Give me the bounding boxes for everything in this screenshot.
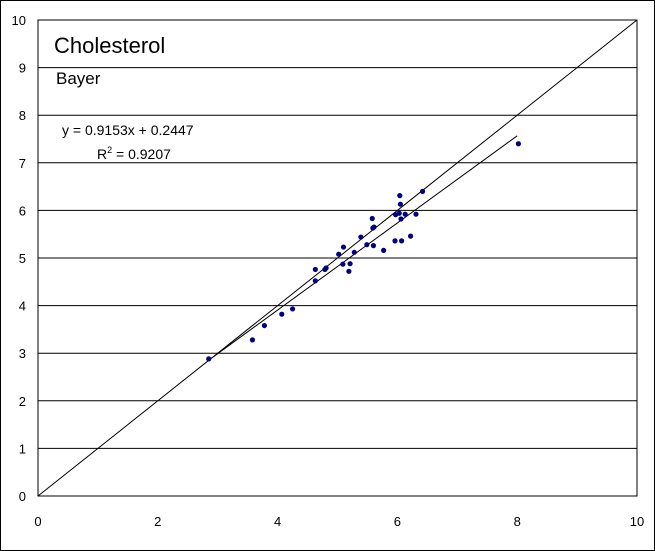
x-tick-label: 0 [34,514,41,529]
data-point [397,193,403,199]
data-point [261,322,268,329]
data-point [392,238,398,244]
data-point [351,249,357,255]
data-point [340,261,346,267]
y-tick-label: 2 [19,394,26,409]
y-tick-label: 9 [19,61,26,76]
data-point [397,201,403,207]
x-tick-label: 4 [274,514,281,529]
data-point [323,265,329,271]
trendline [208,135,518,361]
data-point [369,215,375,222]
data-point [289,306,296,312]
y-tick-label: 1 [19,441,26,456]
data-point [407,233,414,239]
data-point [515,141,521,147]
data-point [312,266,318,273]
trendline-equation: y = 0.9153x + 0.2447 [62,122,194,138]
data-point [358,234,364,240]
identity-line [37,19,638,497]
y-tick-label: 10 [12,13,26,28]
r-squared-label: R2 = 0.9207 [97,145,171,162]
chart-subtitle: Bayer [56,69,101,88]
data-point [312,278,318,284]
r-squared-exponent: 2 [107,145,112,155]
data-point [336,251,342,257]
r-squared-value: = 0.9207 [112,146,171,162]
points-layer [206,141,521,362]
data-point [371,224,377,230]
x-tick-labels: 0 2 4 6 8 10 [34,514,644,529]
data-point [279,311,285,317]
y-tick-label: 8 [19,108,26,123]
x-tick-label: 2 [154,514,161,529]
x-tick-label: 8 [514,514,521,529]
y-tick-label: 3 [19,346,26,361]
data-point [381,247,387,253]
y-tick-labels: 0 1 2 3 4 5 6 7 8 9 10 [12,13,26,504]
chart-title: Cholesterol [54,33,165,58]
plot-area [37,19,638,497]
data-point [396,210,402,216]
data-point [347,261,353,267]
data-point [370,243,377,249]
y-tick-label: 7 [19,156,26,171]
data-point [249,337,256,343]
y-tick-label: 4 [19,299,26,314]
x-tick-label: 6 [394,514,401,529]
gridlines [38,67,637,449]
data-point [413,211,419,217]
y-tick-label: 5 [19,251,26,266]
lines-layer [37,19,638,497]
data-point [398,216,404,222]
y-tick-label: 6 [19,203,26,218]
data-point [206,356,212,362]
data-point [402,211,408,217]
data-point [346,268,352,274]
data-point [340,244,347,250]
data-point [364,242,370,248]
data-point [419,188,426,194]
data-point [398,238,405,244]
x-tick-label: 10 [630,514,644,529]
y-tick-label: 0 [19,489,26,504]
r-squared-letter: R [97,146,107,162]
